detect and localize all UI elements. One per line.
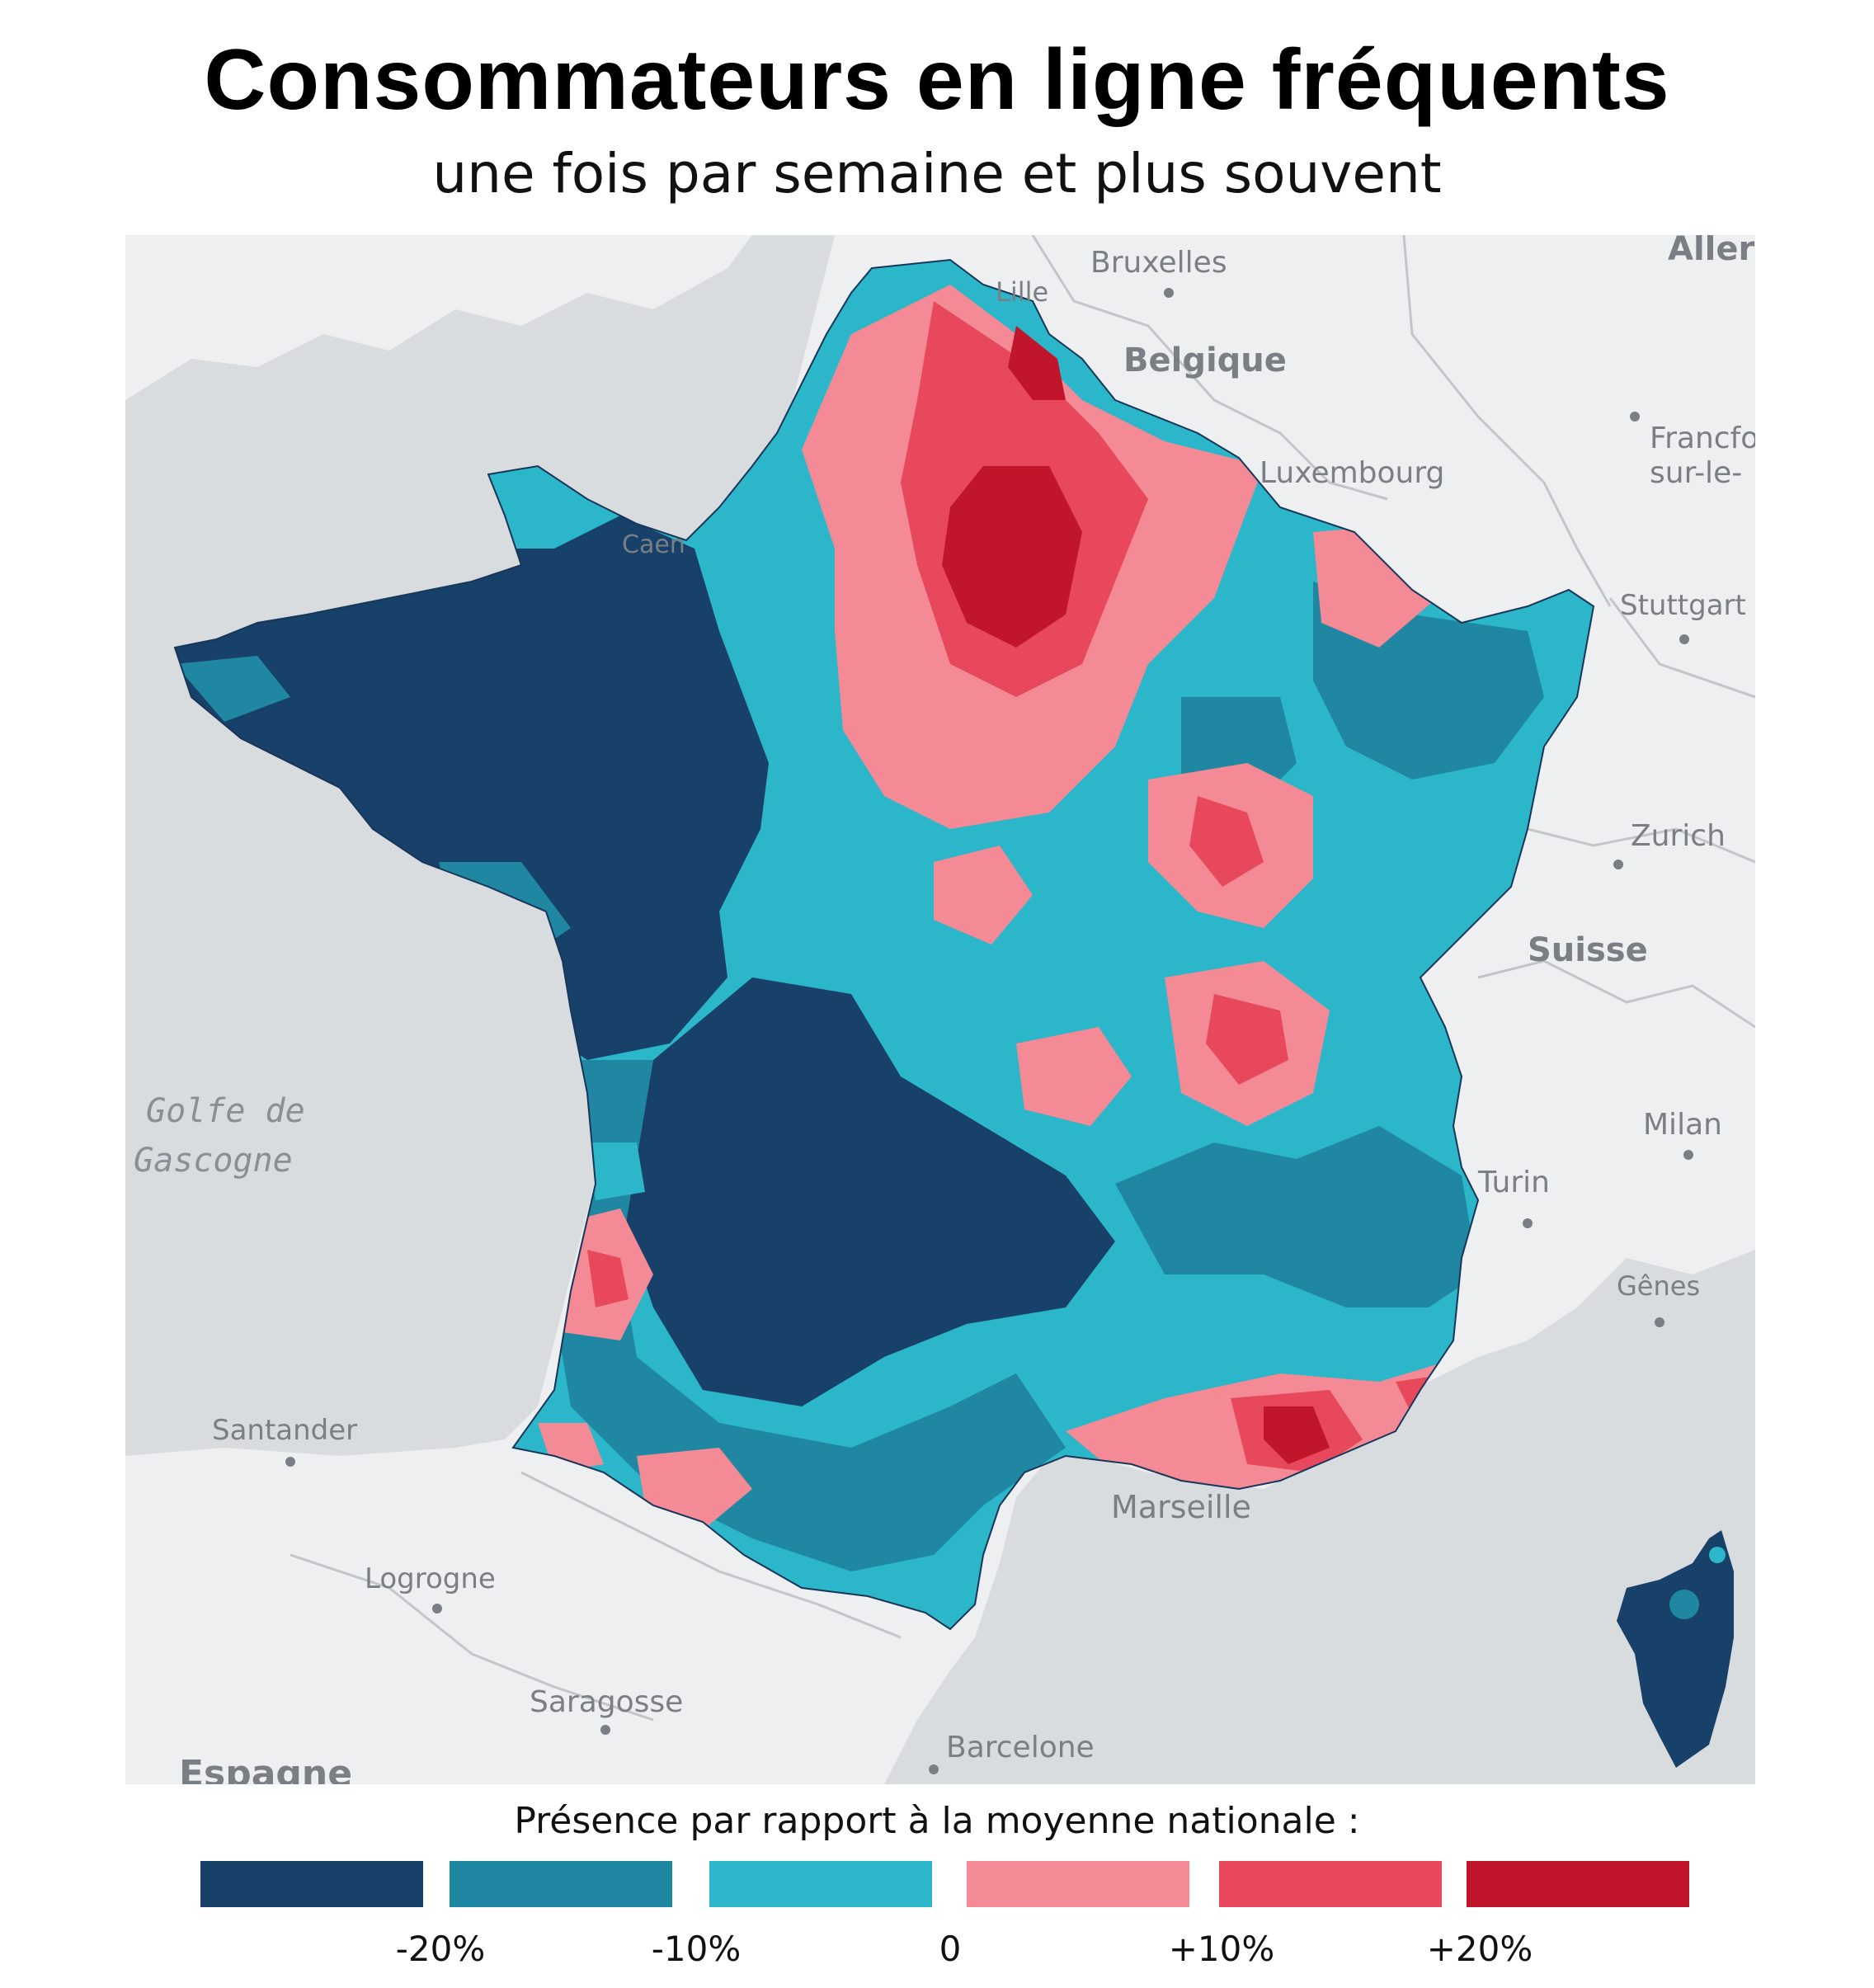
legend-tick-plus-20: +20% bbox=[1426, 1929, 1533, 1969]
label-barcelone: Barcelone bbox=[946, 1731, 1095, 1764]
dot-milan bbox=[1683, 1150, 1693, 1160]
legend-swatch-2 bbox=[450, 1861, 672, 1907]
dot-barcelone bbox=[929, 1764, 939, 1774]
label-marseille: Marseille bbox=[1111, 1489, 1251, 1525]
label-bruxelles: Bruxelles bbox=[1090, 246, 1227, 280]
choropleth-map[interactable]: Bruxelles Lille Belgique Luxembourg Alle… bbox=[125, 235, 1755, 1784]
legend-swatch-3 bbox=[709, 1861, 932, 1907]
dot-zurich bbox=[1613, 860, 1623, 869]
label-suisse: Suisse bbox=[1528, 931, 1648, 969]
dot-logrogne bbox=[432, 1604, 442, 1613]
legend-tick-zero: 0 bbox=[939, 1929, 962, 1969]
label-caen: Caen bbox=[622, 530, 685, 559]
legend-swatch-1 bbox=[200, 1861, 423, 1907]
label-stuttgart: Stuttgart bbox=[1620, 589, 1746, 622]
label-milan: Milan bbox=[1643, 1108, 1722, 1142]
label-allemagne: Aller bbox=[1668, 235, 1755, 268]
label-zurich: Zurich bbox=[1631, 819, 1726, 853]
dot-santander bbox=[285, 1457, 295, 1467]
dot-francfort bbox=[1630, 412, 1640, 422]
label-turin: Turin bbox=[1477, 1166, 1550, 1199]
country-borders bbox=[290, 235, 1755, 1722]
dot-genes bbox=[1655, 1317, 1664, 1327]
label-genes: Gênes bbox=[1617, 1270, 1700, 1302]
legend-tick-minus-10: -10% bbox=[651, 1929, 742, 1969]
label-francfort-2: sur-le- bbox=[1650, 456, 1742, 490]
dot-bruxelles bbox=[1164, 288, 1174, 298]
uk-coast bbox=[125, 235, 752, 400]
label-golfe-2: Gascogne bbox=[134, 1142, 293, 1180]
dot-stuttgart bbox=[1679, 634, 1689, 644]
label-santander: Santander bbox=[212, 1414, 357, 1447]
legend-title: Présence par rapport à la moyenne nation… bbox=[514, 1800, 1360, 1842]
legend-tick-plus-10: +10% bbox=[1168, 1929, 1275, 1969]
label-saragosse: Saragosse bbox=[530, 1685, 683, 1719]
label-espagne: Espagne bbox=[179, 1753, 352, 1784]
map-subtitle: une fois par semaine et plus souvent bbox=[432, 142, 1442, 205]
legend-tick-minus-20: -20% bbox=[395, 1929, 486, 1969]
legend-swatch-5 bbox=[1219, 1861, 1442, 1907]
legend-swatch-4 bbox=[967, 1861, 1189, 1907]
dot-saragosse bbox=[600, 1725, 610, 1735]
corsica bbox=[1617, 1530, 1734, 1768]
dot-turin bbox=[1523, 1218, 1533, 1228]
label-logrogne: Logrogne bbox=[365, 1562, 496, 1595]
label-golfe-1: Golfe de bbox=[146, 1092, 305, 1130]
label-luxembourg: Luxembourg bbox=[1260, 456, 1444, 490]
legend-swatch-6 bbox=[1467, 1861, 1689, 1907]
label-francfort-1: Francfo bbox=[1650, 422, 1755, 455]
label-lille: Lille bbox=[996, 276, 1048, 308]
label-belgique: Belgique bbox=[1123, 342, 1287, 379]
place-labels: Bruxelles Lille Belgique Luxembourg Alle… bbox=[134, 235, 1755, 1784]
map-title: Consommateurs en ligne fréquents bbox=[204, 32, 1670, 128]
